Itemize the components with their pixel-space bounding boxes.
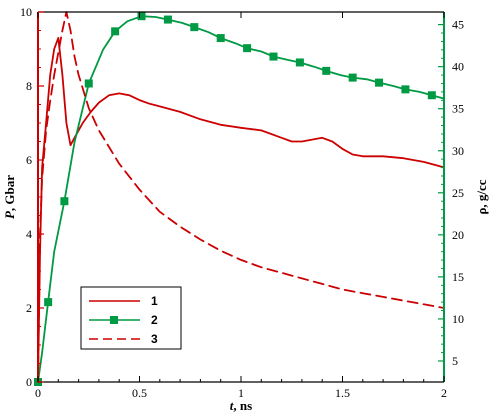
series-3-line: [37, 11, 445, 383]
y-right-tick-label: 40: [452, 60, 464, 74]
x-axis-label: t, ns: [230, 398, 252, 413]
y-right-tick-label: 15: [452, 270, 464, 284]
y-left-tick-label: 0: [26, 375, 32, 389]
series-2-point: [60, 197, 69, 206]
y-axis-label-left: P, Gbar: [2, 175, 17, 219]
y-right-tick-label: 20: [452, 228, 464, 242]
series-2-point: [44, 298, 53, 307]
series-2-point: [322, 66, 331, 75]
series-2-point: [348, 73, 357, 82]
series-2-point: [269, 52, 278, 61]
legend-label-1: 1: [151, 294, 158, 308]
series-2-line: [37, 15, 445, 383]
y-left-tick-label: 10: [20, 5, 32, 19]
x-tick-label: 2: [441, 386, 447, 400]
y-right-tick-label: 45: [452, 18, 464, 32]
series-2-point: [401, 85, 410, 94]
x-tick-label: 0.5: [132, 386, 147, 400]
y-right-tick-label: 35: [452, 102, 464, 116]
series-2-point: [84, 79, 93, 88]
legend-marker-2: [110, 316, 118, 324]
x-tick-label: 1: [238, 386, 244, 400]
y-left-tick-label: 8: [26, 79, 32, 93]
series-layer: [34, 11, 445, 386]
y-left-tick-label: 6: [26, 153, 32, 167]
y-right-tick-label: 10: [452, 312, 464, 326]
series-2-point: [163, 15, 172, 24]
series-2-point: [137, 12, 146, 21]
series-2-point: [216, 34, 225, 43]
y-axis-label-right: ρ, g/cc: [474, 179, 489, 214]
y-right-tick-label: 5: [452, 354, 458, 368]
series-2-point: [111, 27, 120, 36]
y-right-tick-label: 30: [452, 144, 464, 158]
legend: 1 2 3: [80, 286, 182, 350]
y-right-tick-label: 25: [452, 186, 464, 200]
series-2-point: [295, 58, 304, 67]
x-tick-label: 1.5: [335, 386, 350, 400]
series-2-point: [375, 78, 384, 87]
y-left-tick-label: 2: [26, 301, 32, 315]
y-left-tick-label: 4: [26, 227, 32, 241]
legend-label-2: 2: [151, 313, 158, 327]
series-2-point: [190, 23, 199, 32]
series-2-point: [243, 44, 252, 53]
legend-label-3: 3: [151, 332, 158, 346]
x-tick-label: 0: [35, 386, 41, 400]
series-2-point: [427, 91, 436, 100]
